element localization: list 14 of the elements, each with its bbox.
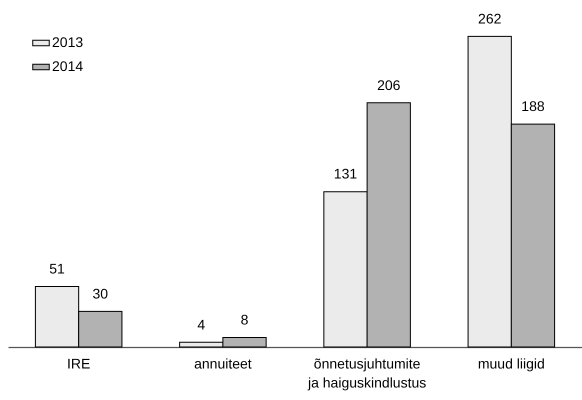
data-label: 206 <box>377 76 401 93</box>
data-label: 8 <box>240 312 249 328</box>
x-tick-label: õnnetusjuhtumite ja haiguskindlustus <box>306 356 426 390</box>
data-label: 262 <box>478 10 502 26</box>
data-label: 30 <box>92 285 108 302</box>
x-tick-label: IRE <box>66 356 90 372</box>
data-label: 51 <box>49 260 66 277</box>
data-label: 188 <box>521 98 545 114</box>
legend-label: 2013 <box>52 34 84 50</box>
data-label: 131 <box>334 166 358 182</box>
data-label: 4 <box>197 316 206 332</box>
legend-label: 2014 <box>52 58 84 74</box>
x-tick-label: annuiteet <box>194 356 252 372</box>
x-tick-label: muud liigid <box>478 356 545 372</box>
